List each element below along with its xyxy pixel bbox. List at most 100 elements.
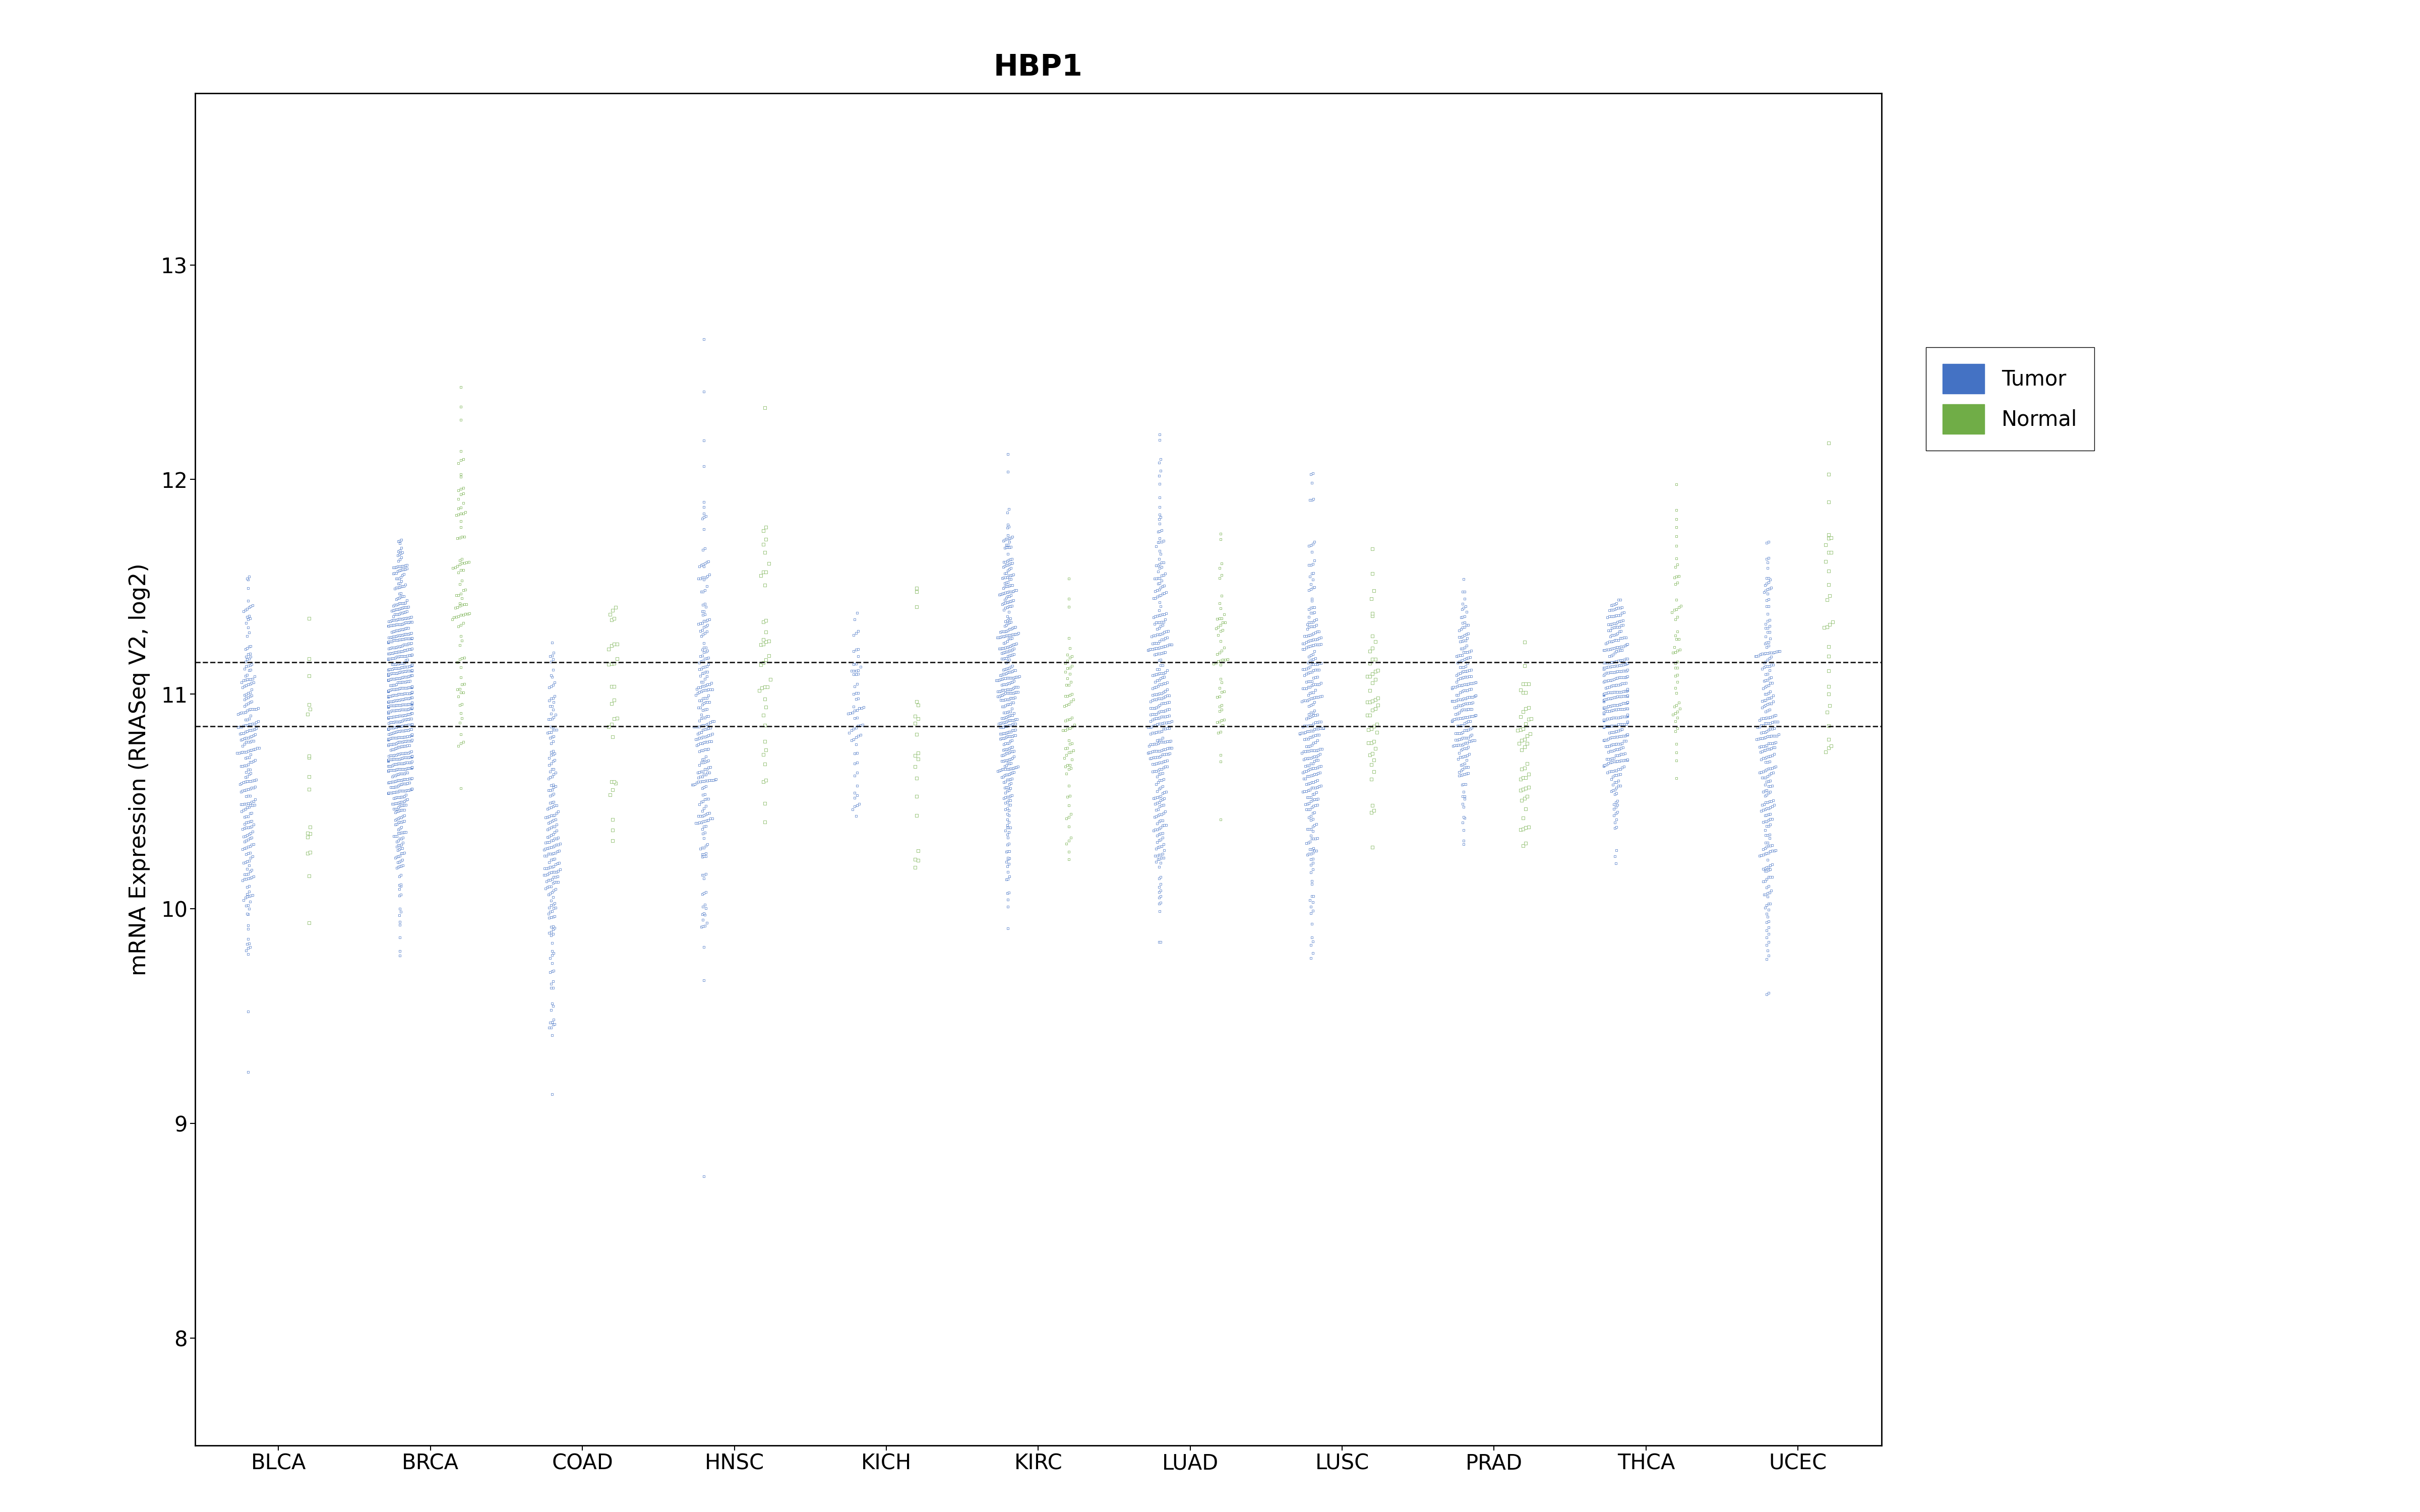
Point: [1810, 714, 1849, 738]
Point: [840, 714, 878, 738]
Point: [1604, 665, 1643, 689]
Point: [1750, 732, 1788, 756]
Point: [990, 590, 1028, 614]
Point: [223, 727, 261, 751]
Point: [1750, 807, 1788, 832]
Point: [990, 776, 1028, 800]
Point: [682, 726, 721, 750]
Point: [1142, 647, 1181, 671]
Point: [1300, 742, 1338, 767]
Point: [385, 785, 424, 809]
Point: [685, 809, 724, 833]
Point: [1145, 780, 1183, 804]
Point: [380, 758, 419, 782]
Point: [992, 670, 1031, 694]
Point: [1754, 641, 1793, 665]
Point: [990, 617, 1028, 641]
Point: [1747, 631, 1786, 655]
Point: [382, 836, 421, 860]
Point: [230, 815, 269, 839]
Point: [368, 662, 407, 686]
Point: [1137, 765, 1176, 789]
Point: [390, 632, 428, 656]
Point: [525, 844, 564, 868]
Point: [992, 617, 1031, 641]
Point: [1050, 587, 1089, 611]
Point: [1045, 736, 1084, 761]
Point: [992, 697, 1031, 721]
Point: [1292, 751, 1331, 776]
Point: [682, 611, 721, 635]
Point: [990, 552, 1028, 576]
Point: [535, 841, 574, 865]
Point: [685, 821, 724, 845]
Point: [370, 732, 409, 756]
Point: [373, 776, 411, 800]
Point: [1747, 823, 1786, 847]
Point: [392, 664, 431, 688]
Point: [682, 863, 721, 888]
Point: [992, 745, 1031, 770]
Point: [1142, 727, 1181, 751]
Point: [382, 659, 421, 683]
Point: [685, 655, 724, 679]
Point: [741, 632, 779, 656]
Point: [1140, 511, 1179, 535]
Point: [232, 761, 271, 785]
Point: [1053, 688, 1091, 712]
Point: [387, 686, 426, 711]
Point: [1300, 774, 1338, 798]
Point: [1607, 632, 1646, 656]
Point: [987, 611, 1026, 635]
Point: [1609, 709, 1648, 733]
Point: [1745, 720, 1784, 744]
Point: [230, 889, 269, 913]
Point: [1607, 665, 1646, 689]
Point: [695, 768, 733, 792]
Point: [1810, 727, 1849, 751]
Point: [1140, 641, 1179, 665]
Point: [1590, 714, 1629, 738]
Point: [840, 662, 878, 686]
Point: [1745, 883, 1784, 907]
Point: [380, 844, 419, 868]
Point: [992, 567, 1031, 591]
Point: [1747, 720, 1786, 744]
Point: [1447, 612, 1486, 637]
Point: [1200, 606, 1239, 631]
Point: [1752, 789, 1791, 813]
Point: [370, 683, 409, 708]
Point: [1595, 770, 1634, 794]
Point: [443, 491, 482, 516]
Point: [1588, 761, 1626, 785]
Point: [1595, 697, 1634, 721]
Point: [392, 643, 431, 667]
Point: [373, 744, 411, 768]
Point: [1663, 594, 1701, 618]
Point: [237, 768, 276, 792]
Point: [990, 788, 1028, 812]
Point: [1147, 711, 1186, 735]
Point: [1604, 724, 1643, 748]
Point: [590, 602, 629, 626]
Point: [680, 792, 719, 816]
Point: [1437, 733, 1476, 758]
Point: [390, 767, 428, 791]
Point: [1300, 754, 1338, 779]
Point: [390, 756, 428, 780]
Point: [375, 751, 414, 776]
Point: [1658, 534, 1696, 558]
Point: [1292, 600, 1331, 624]
Point: [1747, 579, 1786, 603]
Point: [230, 680, 269, 705]
Point: [1440, 667, 1479, 691]
Point: [987, 581, 1026, 605]
Point: [373, 758, 411, 782]
Point: [532, 906, 571, 930]
Point: [682, 765, 721, 789]
Point: [223, 816, 261, 841]
Point: [1752, 853, 1791, 877]
Point: [370, 705, 409, 729]
Point: [368, 706, 407, 730]
Point: [1142, 564, 1181, 588]
